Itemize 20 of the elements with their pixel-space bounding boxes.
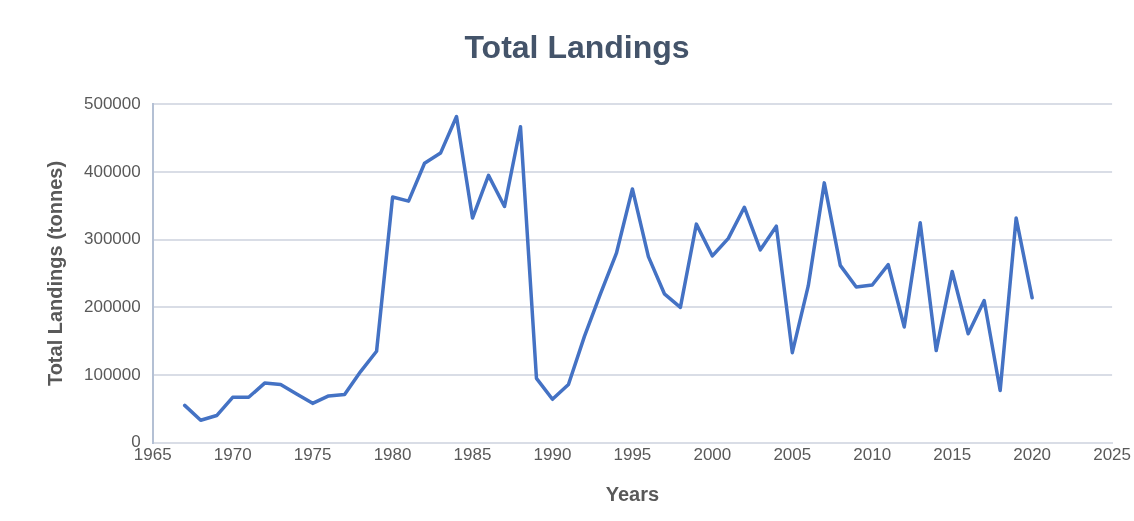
x-tick-label: 2025 (1093, 445, 1131, 465)
x-tick-label: 1995 (613, 445, 652, 465)
y-tick-label: 400000 (83, 161, 141, 181)
x-tick-label: 2015 (933, 445, 972, 465)
x-tick-label: 2005 (773, 445, 812, 465)
x-axis-title: Years (605, 482, 660, 505)
y-tick-label: 200000 (83, 297, 141, 317)
x-tick-label: 1990 (533, 445, 572, 465)
x-tick-label: 1980 (373, 445, 412, 465)
x-tick-label: 1975 (293, 445, 332, 465)
y-axis-title: Total Landings (tonnes) (43, 160, 66, 387)
chart-title: Total Landings (464, 29, 690, 66)
y-tick-label: 100000 (83, 364, 141, 384)
y-tick-label: 500000 (83, 94, 141, 114)
x-tick-label: 1970 (213, 445, 252, 465)
x-tick-label: 2020 (1013, 445, 1052, 465)
x-tick-label: 2000 (693, 445, 732, 465)
x-tick-label: 2010 (853, 445, 892, 465)
x-tick-label: 1985 (453, 445, 492, 465)
y-tick-label: 300000 (83, 229, 141, 249)
